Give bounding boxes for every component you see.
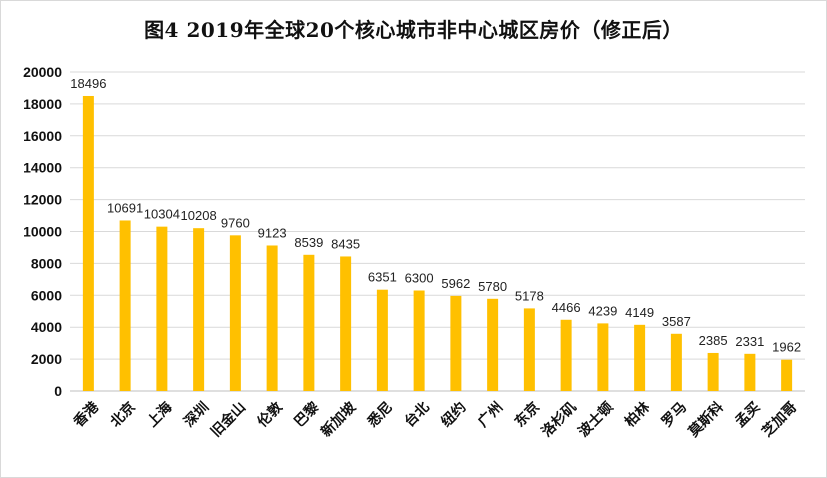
bar	[781, 359, 793, 391]
bar	[634, 324, 646, 391]
bar	[266, 245, 278, 391]
y-tick-label: 4000	[31, 319, 62, 335]
bar	[413, 290, 425, 391]
bar	[523, 308, 535, 391]
x-category-label: 罗马	[659, 399, 690, 430]
y-tick-label: 12000	[23, 192, 62, 208]
data-label: 8435	[331, 236, 360, 251]
data-label: 10208	[181, 208, 217, 223]
y-tick-label: 6000	[31, 287, 62, 303]
y-tick-label: 14000	[23, 160, 62, 176]
y-tick-label: 2000	[31, 351, 62, 367]
data-label: 4149	[625, 305, 654, 320]
data-label: 1962	[772, 340, 801, 355]
x-category-label: 波士顿	[575, 399, 617, 441]
y-tick-label: 0	[54, 383, 62, 399]
bar	[744, 353, 756, 391]
x-category-label: 芝加哥	[759, 399, 801, 441]
data-label: 3587	[662, 314, 691, 329]
data-label: 2385	[699, 333, 728, 348]
bar	[119, 220, 131, 391]
x-category-label: 广州	[474, 399, 506, 431]
x-category-label: 悉尼	[363, 399, 396, 432]
x-category-label: 纽约	[438, 399, 470, 431]
bar	[487, 298, 499, 391]
gridlines	[70, 71, 805, 360]
bar	[597, 323, 609, 391]
data-label: 4239	[588, 303, 617, 318]
x-category-label: 香港	[69, 398, 102, 431]
x-category-label: 上海	[144, 399, 176, 431]
y-tick-label: 10000	[23, 224, 62, 240]
bar	[376, 289, 388, 391]
data-label: 6300	[405, 271, 434, 286]
x-category-label: 巴黎	[291, 399, 323, 431]
data-label: 5962	[441, 276, 470, 291]
x-category-label: 孟买	[732, 399, 763, 430]
y-tick-label: 16000	[23, 128, 62, 144]
bar	[340, 256, 352, 391]
x-category-label: 洛杉矶	[538, 399, 580, 441]
data-label: 10304	[144, 207, 180, 222]
x-category-label: 新加坡	[318, 398, 360, 440]
data-label: 10691	[107, 200, 143, 215]
bar	[670, 333, 682, 391]
x-category-label: 北京	[107, 399, 139, 431]
x-category-label: 伦敦	[254, 398, 287, 431]
bar	[450, 295, 462, 391]
y-tick-label: 8000	[31, 255, 62, 271]
bar	[303, 254, 315, 391]
x-category-label: 旧金山	[207, 399, 249, 441]
bar-series	[82, 95, 793, 391]
data-label: 5780	[478, 279, 507, 294]
bar	[193, 228, 205, 391]
x-category-label: 莫斯科	[684, 399, 726, 441]
chart-title: 图4 2019年全球20个核心城市非中心城区房价（修正后）	[144, 18, 683, 42]
data-label: 4466	[552, 300, 581, 315]
y-tick-label: 18000	[23, 96, 62, 112]
data-label: 5178	[515, 288, 544, 303]
bar	[707, 352, 719, 391]
x-category-label: 台北	[401, 399, 433, 431]
x-category-label: 柏林	[621, 399, 653, 431]
y-tick-label: 20000	[23, 64, 62, 80]
x-category-label: 深圳	[180, 399, 212, 431]
data-labels: 18496 10691 10304 10208 9760 9123 8539 8435 6351…	[70, 76, 801, 355]
y-axis: 0 2000 4000 6000 8000 10000 12000 14000 16000 180…	[23, 64, 805, 399]
bar	[82, 95, 94, 391]
data-label: 6351	[368, 270, 397, 285]
bar	[156, 226, 168, 391]
data-label: 2331	[735, 334, 764, 349]
data-label: 9123	[258, 225, 287, 240]
bar	[560, 319, 572, 391]
data-label: 18496	[70, 76, 106, 91]
x-category-label: 东京	[511, 399, 543, 431]
data-label: 9760	[221, 215, 250, 230]
bar	[229, 235, 241, 391]
data-label: 8539	[294, 235, 323, 250]
